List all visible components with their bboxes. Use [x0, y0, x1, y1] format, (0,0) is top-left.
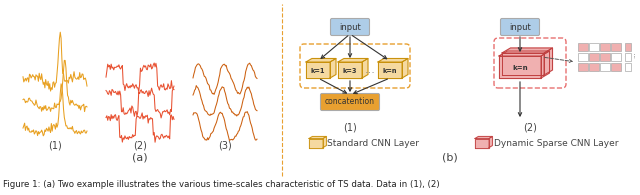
Bar: [578, 43, 588, 51]
Bar: [625, 53, 631, 61]
Polygon shape: [541, 51, 550, 78]
Bar: [625, 43, 631, 51]
Bar: [589, 53, 599, 61]
FancyBboxPatch shape: [330, 19, 369, 35]
Polygon shape: [544, 48, 552, 75]
Polygon shape: [502, 53, 544, 75]
Polygon shape: [475, 136, 492, 138]
Polygon shape: [309, 138, 323, 147]
Bar: [611, 53, 621, 61]
Text: k=n: k=n: [512, 65, 528, 71]
Polygon shape: [306, 62, 330, 78]
Text: k=n: k=n: [383, 68, 397, 74]
FancyBboxPatch shape: [321, 93, 380, 111]
Text: k=3: k=3: [343, 68, 357, 74]
Polygon shape: [309, 136, 326, 138]
Text: concatention: concatention: [325, 98, 375, 106]
Bar: [600, 53, 610, 61]
Polygon shape: [502, 48, 552, 53]
Polygon shape: [489, 136, 492, 147]
Text: (b): (b): [442, 152, 458, 162]
Polygon shape: [499, 56, 541, 78]
Bar: [625, 63, 631, 71]
Polygon shape: [338, 58, 368, 62]
Polygon shape: [330, 58, 336, 78]
Text: (2): (2): [133, 140, 147, 150]
Text: (2): (2): [523, 122, 537, 132]
Polygon shape: [323, 136, 326, 147]
Text: (1): (1): [48, 140, 62, 150]
Text: ...: ...: [630, 52, 636, 58]
Text: Figure 1: (a) Two example illustrates the various time-scales characteristic of : Figure 1: (a) Two example illustrates th…: [3, 180, 440, 189]
Polygon shape: [378, 62, 402, 78]
Text: Standard CNN Layer: Standard CNN Layer: [327, 138, 419, 147]
Text: input: input: [509, 22, 531, 32]
Bar: [611, 43, 621, 51]
Text: Dynamic Sparse CNN Layer: Dynamic Sparse CNN Layer: [494, 138, 618, 147]
Text: ...: ...: [365, 65, 376, 75]
Polygon shape: [475, 138, 489, 147]
Text: (3): (3): [218, 140, 232, 150]
Polygon shape: [362, 58, 368, 78]
Bar: [589, 63, 599, 71]
Polygon shape: [338, 62, 362, 78]
Bar: [589, 43, 599, 51]
Bar: [578, 63, 588, 71]
Text: (a): (a): [132, 152, 148, 162]
Text: input: input: [339, 22, 361, 32]
FancyBboxPatch shape: [500, 19, 540, 35]
Polygon shape: [402, 58, 408, 78]
Polygon shape: [378, 58, 408, 62]
Bar: [578, 53, 588, 61]
Bar: [600, 63, 610, 71]
Polygon shape: [499, 51, 550, 56]
Text: k=1: k=1: [311, 68, 325, 74]
Polygon shape: [306, 58, 336, 62]
Text: (1): (1): [343, 122, 357, 132]
Bar: [611, 63, 621, 71]
Bar: [600, 43, 610, 51]
